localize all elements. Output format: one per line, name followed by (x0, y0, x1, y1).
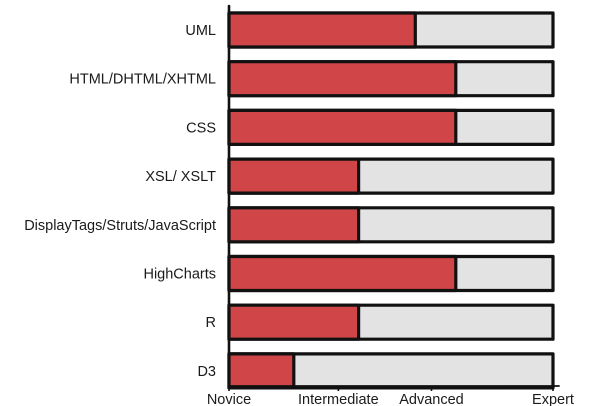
x-axis: Novice Intermediate Advanced Expert (207, 4, 574, 406)
x-tick-label-novice: Novice (207, 392, 251, 406)
category-label-r: R (206, 315, 216, 331)
bar-html-dhtml-xhtml (227, 60, 458, 98)
bar-displaytags-struts-javascript (227, 206, 361, 244)
x-tick-label-advanced: Advanced (399, 392, 464, 406)
bar-uml (227, 11, 417, 49)
bar-r (227, 303, 361, 341)
category-label-html-dhtml-xhtml: HTML/DHTML/XHTML (69, 72, 216, 88)
bar-highcharts (227, 254, 458, 293)
category-label-displaytags-struts-javascript: DisplayTags/Struts/JavaScript (24, 218, 216, 234)
bar-css (227, 108, 458, 147)
category-label-css: CSS (186, 120, 216, 136)
bar-xsl-xslt (227, 157, 361, 195)
category-label-d3: D3 (197, 364, 216, 380)
x-tick-label-intermediate: Intermediate (298, 392, 379, 406)
category-label-uml: UML (185, 23, 216, 39)
bar-d3 (227, 352, 296, 390)
category-label-xsl-xslt: XSL/ XSLT (145, 169, 216, 185)
category-labels: UML HTML/DHTML/XHTML CSS XSL/ XSLT DisplayTa… (24, 23, 216, 380)
category-label-highcharts: HighCharts (143, 267, 216, 283)
bars-layer (227, 11, 555, 390)
x-tick-label-expert: Expert (532, 392, 574, 406)
